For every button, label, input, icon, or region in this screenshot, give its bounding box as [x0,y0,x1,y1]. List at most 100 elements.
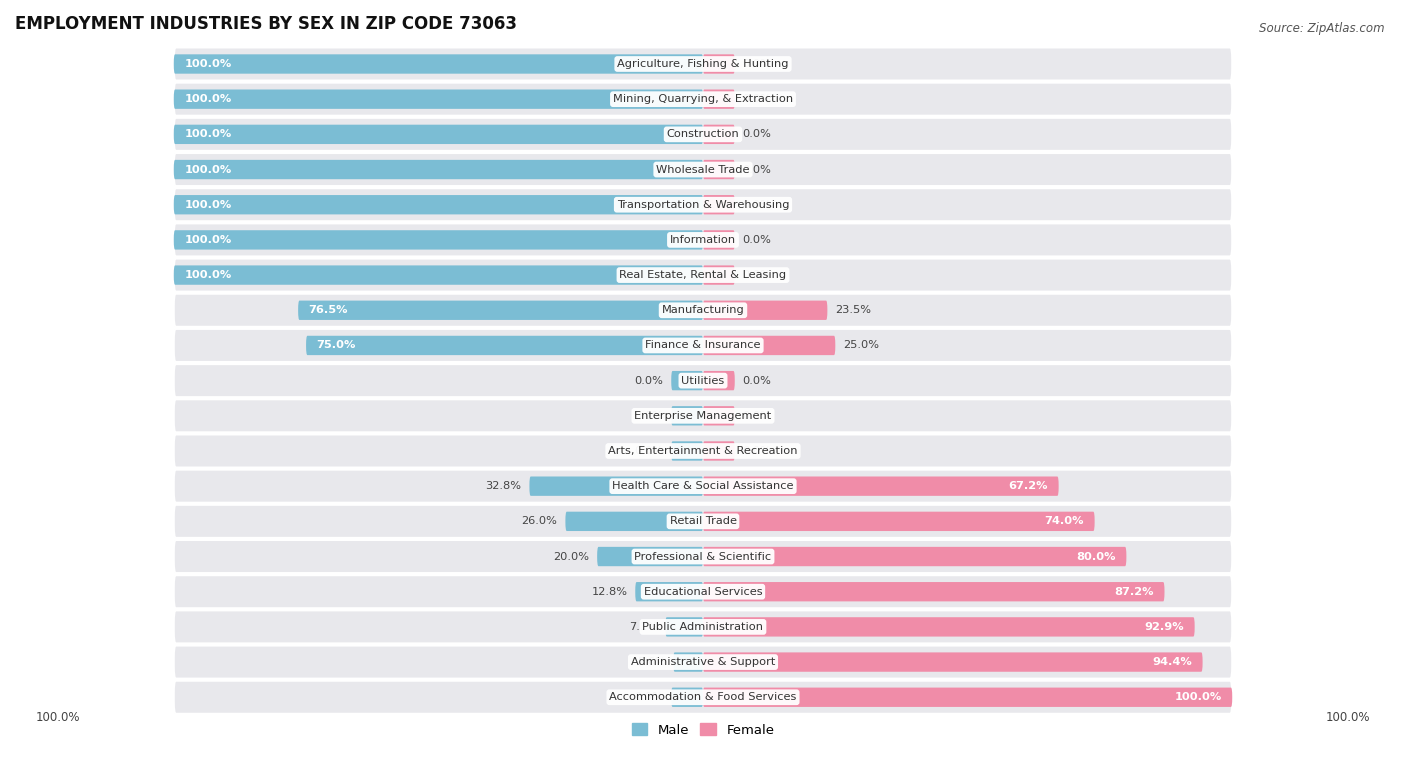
Text: 74.0%: 74.0% [1045,517,1084,526]
Text: 0.0%: 0.0% [742,200,772,210]
Text: 100.0%: 100.0% [184,94,232,104]
FancyBboxPatch shape [298,301,703,320]
FancyBboxPatch shape [174,230,703,249]
Text: 0.0%: 0.0% [742,375,772,385]
Text: Accommodation & Food Services: Accommodation & Food Services [609,692,797,702]
FancyBboxPatch shape [174,118,1232,151]
Text: 0.0%: 0.0% [742,235,772,245]
Text: Administrative & Support: Administrative & Support [631,657,775,667]
FancyBboxPatch shape [174,153,1232,186]
Text: Mining, Quarrying, & Extraction: Mining, Quarrying, & Extraction [613,94,793,104]
Text: 100.0%: 100.0% [1174,692,1222,702]
Text: Manufacturing: Manufacturing [662,305,744,315]
Text: Real Estate, Rental & Leasing: Real Estate, Rental & Leasing [620,270,786,280]
Text: Source: ZipAtlas.com: Source: ZipAtlas.com [1260,22,1385,35]
FancyBboxPatch shape [665,617,703,636]
Text: 100.0%: 100.0% [184,200,232,210]
FancyBboxPatch shape [671,371,703,390]
FancyBboxPatch shape [636,582,703,601]
FancyBboxPatch shape [174,505,1232,538]
Text: 100.0%: 100.0% [37,711,80,724]
Text: 32.8%: 32.8% [485,481,522,491]
FancyBboxPatch shape [703,195,735,214]
FancyBboxPatch shape [598,547,703,566]
Text: 100.0%: 100.0% [184,165,232,175]
Text: 23.5%: 23.5% [835,305,872,315]
Text: 0.0%: 0.0% [742,129,772,139]
Text: Educational Services: Educational Services [644,587,762,597]
FancyBboxPatch shape [174,54,703,74]
FancyBboxPatch shape [174,160,703,179]
Text: 0.0%: 0.0% [634,411,664,421]
FancyBboxPatch shape [703,89,735,109]
FancyBboxPatch shape [703,230,735,249]
Text: 80.0%: 80.0% [1077,552,1116,562]
Text: EMPLOYMENT INDUSTRIES BY SEX IN ZIP CODE 73063: EMPLOYMENT INDUSTRIES BY SEX IN ZIP CODE… [15,15,517,33]
Text: Transportation & Warehousing: Transportation & Warehousing [617,200,789,210]
FancyBboxPatch shape [703,547,1126,566]
FancyBboxPatch shape [565,512,703,531]
FancyBboxPatch shape [703,617,1195,636]
Text: Agriculture, Fishing & Hunting: Agriculture, Fishing & Hunting [617,59,789,69]
FancyBboxPatch shape [703,124,735,144]
FancyBboxPatch shape [174,259,1232,291]
Text: Professional & Scientific: Professional & Scientific [634,552,772,562]
Text: 5.6%: 5.6% [637,657,665,667]
FancyBboxPatch shape [703,371,735,390]
FancyBboxPatch shape [174,47,1232,81]
FancyBboxPatch shape [703,54,735,74]
Text: Construction: Construction [666,129,740,139]
FancyBboxPatch shape [174,575,1232,608]
FancyBboxPatch shape [703,582,1164,601]
Text: 0.0%: 0.0% [634,692,664,702]
FancyBboxPatch shape [174,188,1232,221]
FancyBboxPatch shape [174,469,1232,503]
FancyBboxPatch shape [307,336,703,355]
Text: Health Care & Social Assistance: Health Care & Social Assistance [612,481,794,491]
FancyBboxPatch shape [673,653,703,672]
Text: 0.0%: 0.0% [742,411,772,421]
FancyBboxPatch shape [703,653,1202,672]
Text: 76.5%: 76.5% [309,305,349,315]
Text: 0.0%: 0.0% [634,375,664,385]
Text: 25.0%: 25.0% [844,340,879,350]
FancyBboxPatch shape [703,336,835,355]
Text: 100.0%: 100.0% [184,270,232,280]
Text: 100.0%: 100.0% [184,235,232,245]
Text: Finance & Insurance: Finance & Insurance [645,340,761,350]
FancyBboxPatch shape [671,441,703,461]
FancyBboxPatch shape [174,540,1232,573]
Text: Retail Trade: Retail Trade [669,517,737,526]
FancyBboxPatch shape [174,89,703,109]
FancyBboxPatch shape [671,688,703,707]
Text: 67.2%: 67.2% [1008,481,1047,491]
FancyBboxPatch shape [174,399,1232,432]
FancyBboxPatch shape [530,476,703,496]
Text: Public Administration: Public Administration [643,622,763,632]
Text: 100.0%: 100.0% [184,59,232,69]
FancyBboxPatch shape [174,195,703,214]
Text: 20.0%: 20.0% [553,552,589,562]
Text: Utilities: Utilities [682,375,724,385]
Text: 0.0%: 0.0% [742,165,772,175]
Text: 7.1%: 7.1% [628,622,658,632]
FancyBboxPatch shape [174,124,703,144]
Text: Arts, Entertainment & Recreation: Arts, Entertainment & Recreation [609,446,797,456]
FancyBboxPatch shape [703,406,735,426]
FancyBboxPatch shape [174,329,1232,362]
Text: 0.0%: 0.0% [742,94,772,104]
Text: 87.2%: 87.2% [1115,587,1154,597]
FancyBboxPatch shape [174,646,1232,678]
FancyBboxPatch shape [703,266,735,284]
Text: 100.0%: 100.0% [184,129,232,139]
Text: 26.0%: 26.0% [522,517,557,526]
FancyBboxPatch shape [174,266,703,284]
Text: 0.0%: 0.0% [742,270,772,280]
FancyBboxPatch shape [174,681,1232,714]
FancyBboxPatch shape [703,441,735,461]
FancyBboxPatch shape [703,512,1095,531]
FancyBboxPatch shape [703,160,735,179]
Legend: Male, Female: Male, Female [626,718,780,742]
Text: 92.9%: 92.9% [1144,622,1184,632]
FancyBboxPatch shape [174,434,1232,468]
